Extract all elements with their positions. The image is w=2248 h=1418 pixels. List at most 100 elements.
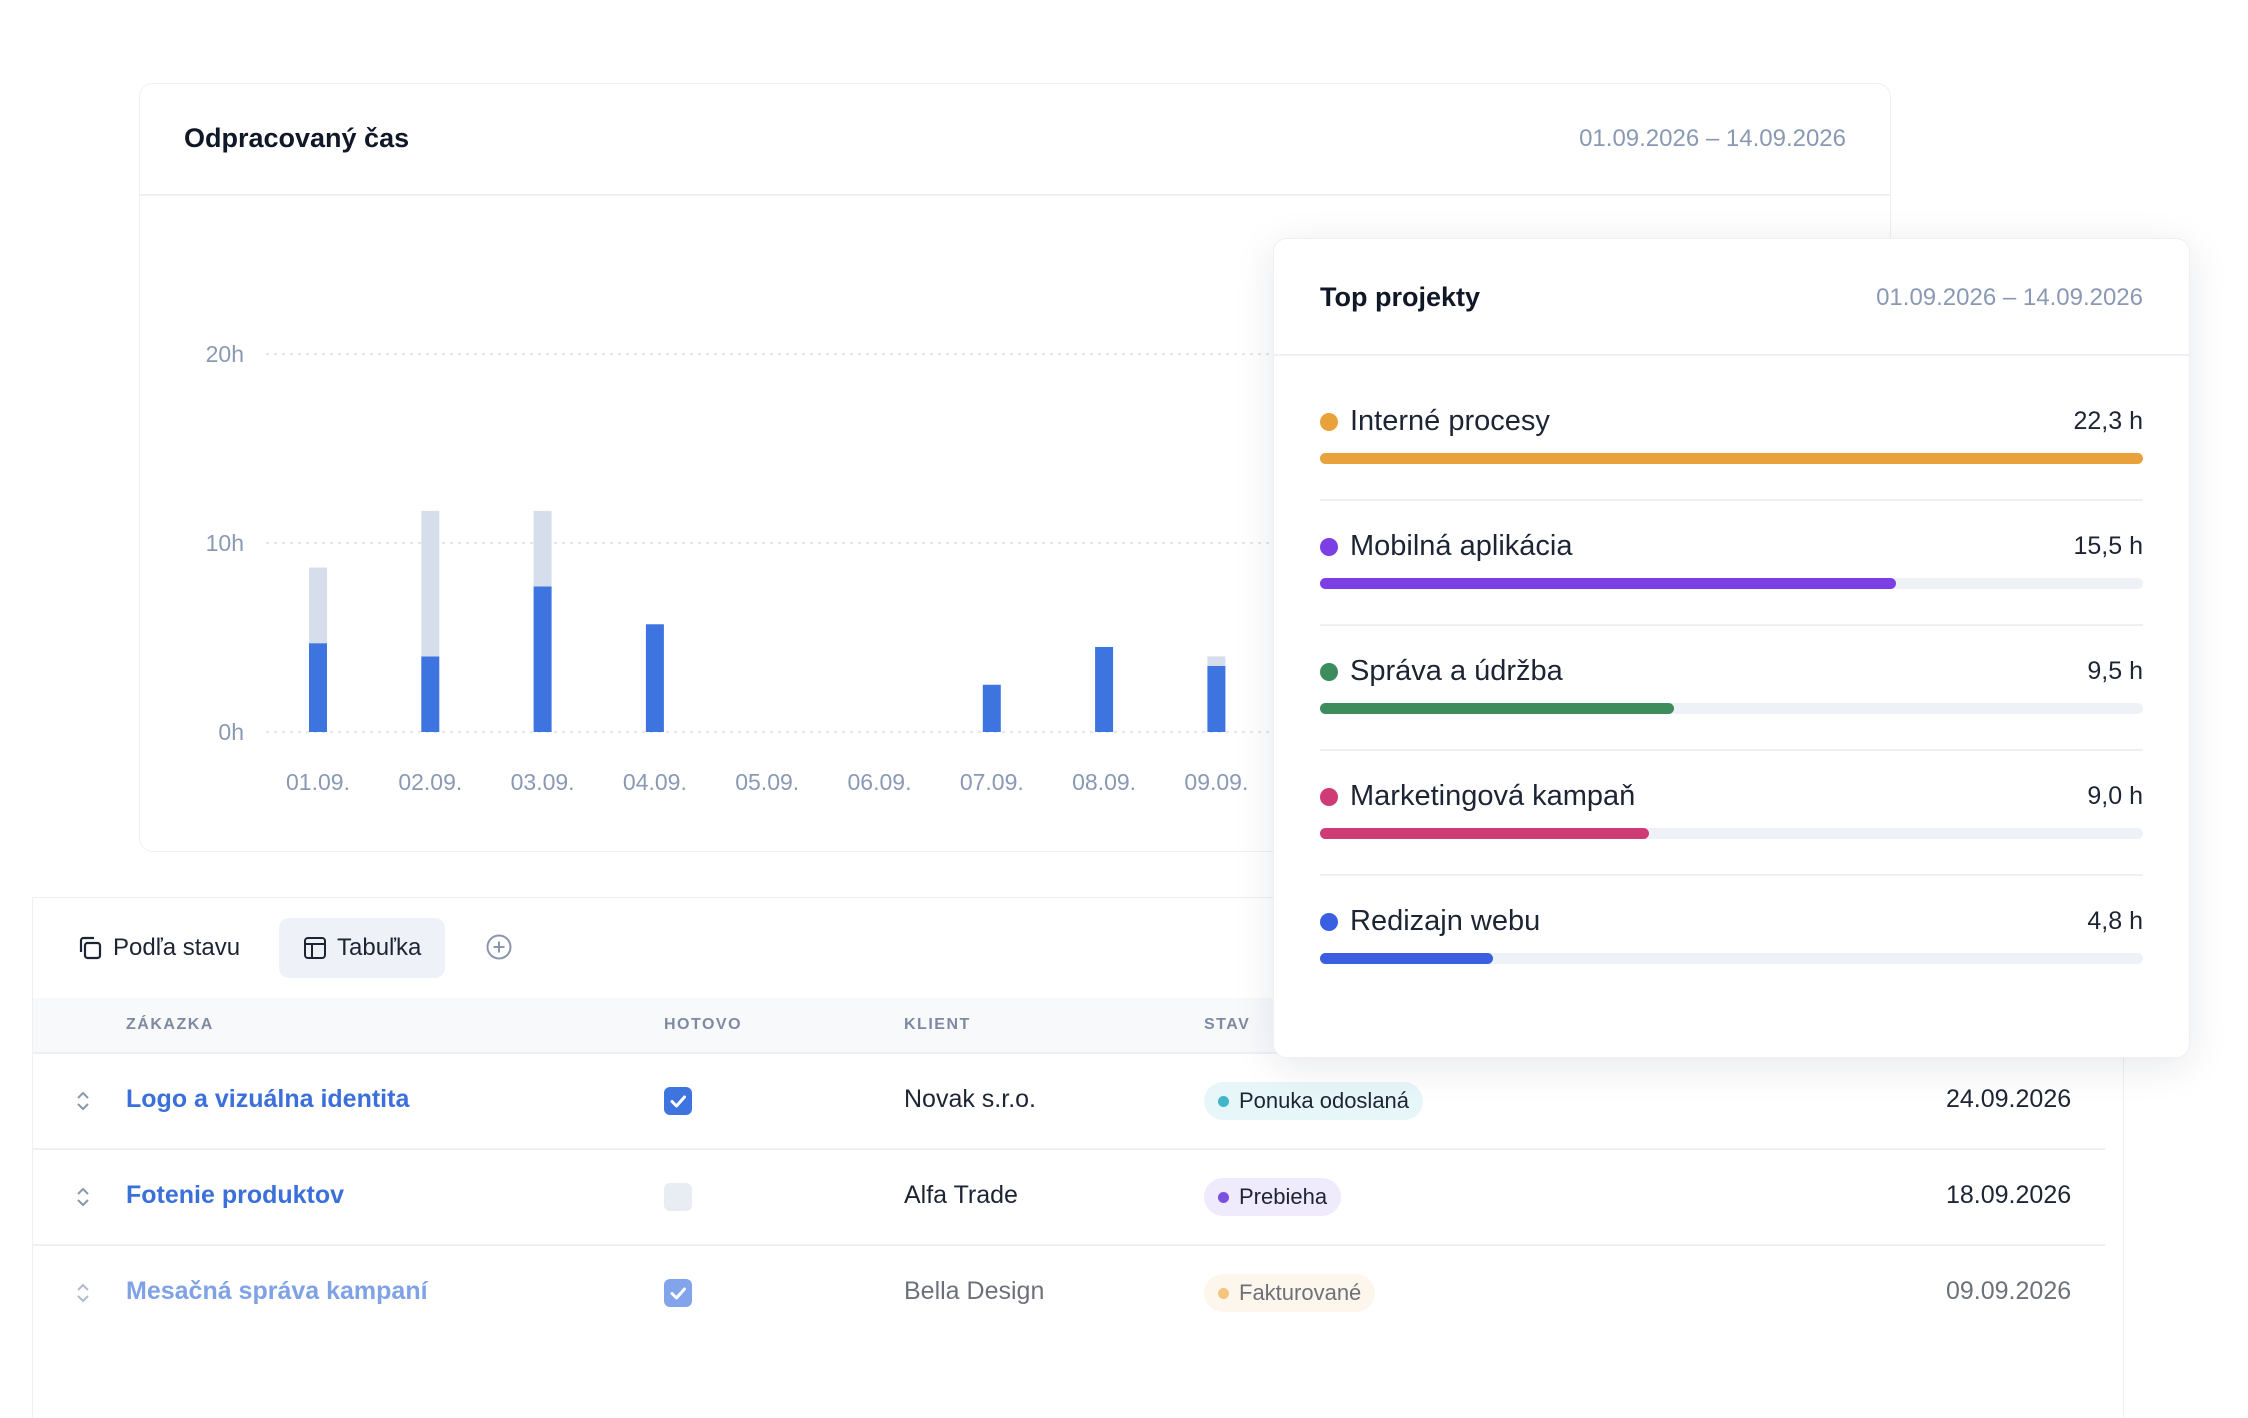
x-tick-label: 06.09. xyxy=(848,769,912,795)
column-status[interactable]: STAV xyxy=(1204,1016,1251,1033)
project-progress-track xyxy=(1320,828,2143,839)
project-progress-track xyxy=(1320,953,2143,964)
done-checkbox[interactable] xyxy=(664,1087,692,1115)
project-color-dot xyxy=(1320,413,1338,431)
project-name: Správa a údržba xyxy=(1350,655,1563,687)
divider xyxy=(1320,749,2143,751)
worked-time-header: Odpracovaný čas 01.09.2026 – 14.09.2026 xyxy=(140,84,1890,196)
x-tick-label: 03.09. xyxy=(511,769,575,795)
bar-segment-secondary[interactable] xyxy=(1207,656,1226,666)
project-hours: 15,5 h xyxy=(2073,532,2143,560)
add-view-icon[interactable] xyxy=(485,933,513,961)
worked-time-title: Odpracovaný čas xyxy=(184,123,410,153)
reorder-icon[interactable] xyxy=(73,1088,93,1114)
x-tick-label: 09.09. xyxy=(1184,769,1248,795)
bar-segment-primary[interactable] xyxy=(1095,646,1114,732)
project-progress-fill xyxy=(1320,828,1650,839)
divider xyxy=(1320,499,2143,501)
view-table-label: Tabuľka xyxy=(337,934,422,961)
column-order[interactable]: ZÁKAZKA xyxy=(126,1016,214,1033)
bar-segment-secondary[interactable] xyxy=(421,510,440,657)
done-checkbox[interactable] xyxy=(664,1183,692,1211)
due-date: 18.09.2026 xyxy=(1946,1181,2072,1209)
table-row[interactable]: Logo a vizuálna identita Novak s.r.o. Po… xyxy=(33,1054,2105,1150)
project-name: Interné procesy xyxy=(1350,405,1550,437)
status-badge[interactable]: Prebieha xyxy=(1204,1178,1342,1216)
y-tick-label: 20h xyxy=(206,341,244,367)
project-name: Mobilná aplikácia xyxy=(1350,530,1573,562)
checkmark-icon xyxy=(670,1095,686,1108)
bar-segment-primary[interactable] xyxy=(533,586,552,732)
view-by-status-label: Podľa stavu xyxy=(113,934,241,961)
project-item[interactable]: Interné procesy 22,3 h xyxy=(1320,385,2143,510)
project-progress-fill xyxy=(1320,703,1674,714)
project-progress-fill xyxy=(1320,953,1493,964)
table-row[interactable]: Fotenie produktov Alfa Trade Prebieha 18… xyxy=(33,1150,2105,1246)
client-name: Novak s.r.o. xyxy=(904,1085,1036,1113)
reorder-icon[interactable] xyxy=(73,1184,93,1210)
project-progress-track xyxy=(1320,453,2143,464)
project-color-dot xyxy=(1320,913,1338,931)
project-hours: 22,3 h xyxy=(2073,407,2143,435)
x-tick-label: 01.09. xyxy=(286,769,350,795)
table-row[interactable]: Mesačná správa kampaní Bella Design Fakt… xyxy=(33,1246,2105,1340)
bar-segment-primary[interactable] xyxy=(982,684,1001,732)
bar-segment-primary[interactable] xyxy=(421,656,440,732)
project-progress-track xyxy=(1320,703,2143,714)
order-name[interactable]: Logo a vizuálna identita xyxy=(126,1085,410,1113)
project-progress-fill xyxy=(1320,453,2143,464)
x-tick-label: 04.09. xyxy=(623,769,687,795)
project-hours: 9,5 h xyxy=(2087,657,2143,685)
status-dot xyxy=(1218,1287,1229,1299)
checkmark-icon xyxy=(670,1287,686,1300)
project-progress-fill xyxy=(1320,578,1897,589)
top-projects-header: Top projekty 01.09.2026 – 14.09.2026 xyxy=(1274,239,2189,356)
project-item[interactable]: Mobilná aplikácia 15,5 h xyxy=(1320,510,2143,635)
status-badge[interactable]: Ponuka odoslaná xyxy=(1204,1082,1424,1120)
project-name: Redizajn webu xyxy=(1350,905,1541,937)
status-label: Prebieha xyxy=(1239,1184,1328,1209)
bar-segment-secondary[interactable] xyxy=(533,510,552,587)
project-item[interactable]: Správa a údržba 9,5 h xyxy=(1320,635,2143,760)
status-dot xyxy=(1218,1191,1229,1203)
bar-segment-primary[interactable] xyxy=(1207,665,1226,732)
project-progress-track xyxy=(1320,578,2143,589)
due-date: 24.09.2026 xyxy=(1946,1085,2072,1113)
top-projects-title: Top projekty xyxy=(1320,282,1481,312)
status-dot xyxy=(1218,1095,1229,1107)
done-checkbox[interactable] xyxy=(664,1279,692,1307)
top-projects-date-range[interactable]: 01.09.2026 – 14.09.2026 xyxy=(1876,284,2143,311)
status-label: Ponuka odoslaná xyxy=(1239,1088,1410,1113)
view-by-status-button[interactable]: Podľa stavu xyxy=(53,918,264,978)
view-table-button[interactable]: Tabuľka xyxy=(279,918,446,978)
project-name: Marketingová kampaň xyxy=(1350,780,1636,812)
bar-segment-primary[interactable] xyxy=(309,643,327,732)
top-projects-card: Top projekty 01.09.2026 – 14.09.2026 Int… xyxy=(1273,238,2190,1058)
worked-time-date-range[interactable]: 01.09.2026 – 14.09.2026 xyxy=(1579,125,1846,152)
project-color-dot xyxy=(1320,788,1338,806)
divider xyxy=(1320,874,2143,876)
x-tick-label: 02.09. xyxy=(398,769,462,795)
x-tick-label: 08.09. xyxy=(1072,769,1136,795)
project-item[interactable]: Redizajn webu 4,8 h xyxy=(1320,885,2143,1010)
client-name: Alfa Trade xyxy=(904,1181,1018,1209)
order-name[interactable]: Mesačná správa kampaní xyxy=(126,1277,428,1305)
x-tick-label: 07.09. xyxy=(960,769,1024,795)
status-label: Fakturované xyxy=(1239,1280,1362,1305)
project-hours: 4,8 h xyxy=(2087,907,2143,935)
bar-segment-primary[interactable] xyxy=(645,624,664,732)
copy-icon xyxy=(79,936,102,960)
column-client[interactable]: KLIENT xyxy=(904,1016,971,1033)
client-name: Bella Design xyxy=(904,1277,1045,1305)
project-item[interactable]: Marketingová kampaň 9,0 h xyxy=(1320,760,2143,885)
column-done[interactable]: HOTOVO xyxy=(664,1016,743,1033)
project-color-dot xyxy=(1320,538,1338,556)
order-name[interactable]: Fotenie produktov xyxy=(126,1181,345,1209)
y-tick-label: 0h xyxy=(218,719,244,745)
x-tick-label: 05.09. xyxy=(735,769,799,795)
project-hours: 9,0 h xyxy=(2087,782,2143,810)
bar-segment-secondary[interactable] xyxy=(309,567,327,644)
divider xyxy=(1320,624,2143,626)
status-badge[interactable]: Fakturované xyxy=(1204,1274,1376,1312)
reorder-icon[interactable] xyxy=(73,1280,93,1306)
